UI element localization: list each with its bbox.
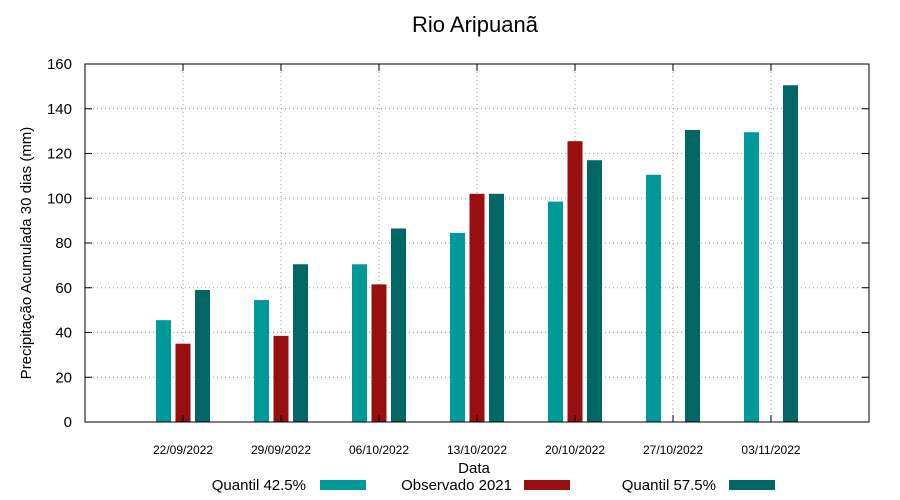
- y-axis-label: Precipitação Acumulada 30 dias (mm): [18, 127, 35, 380]
- y-tick-label: 40: [55, 325, 72, 342]
- y-tick-label: 120: [47, 146, 72, 163]
- bar: [156, 320, 171, 422]
- bar: [646, 174, 661, 422]
- x-tick-label: 22/09/2022: [153, 443, 213, 457]
- bar: [548, 201, 563, 422]
- legend: Quantil 42.5% Observado 2021 Quantil 57.5%: [212, 477, 775, 494]
- x-tick-label: 29/09/2022: [251, 443, 311, 457]
- legend-swatch: [524, 480, 570, 490]
- bar: [371, 284, 387, 422]
- y-tick-label: 80: [55, 235, 72, 252]
- chart-title: Rio Aripuanã: [412, 12, 539, 37]
- x-ticks: 22/09/2022 29/09/2022 06/10/2022 13/10/2022…: [153, 64, 801, 457]
- bar: [744, 132, 759, 422]
- bar: [391, 228, 406, 422]
- y-ticks: 0 20 40 60 80 100 120 140 160: [47, 56, 869, 431]
- bar: [293, 264, 308, 422]
- bar: [489, 193, 504, 422]
- legend-label: Quantil 42.5%: [212, 477, 306, 494]
- y-tick-label: 140: [47, 101, 72, 118]
- legend-label: Quantil 57.5%: [622, 477, 716, 494]
- y-tick-label: 60: [55, 280, 72, 297]
- bar: [450, 232, 465, 422]
- legend-label: Observado 2021: [401, 477, 512, 494]
- bar: [685, 130, 700, 422]
- x-tick-label: 27/10/2022: [643, 443, 703, 457]
- x-tick-label: 06/10/2022: [349, 443, 409, 457]
- bar: [587, 160, 602, 422]
- bar: [175, 343, 191, 422]
- x-tick-label: 20/10/2022: [545, 443, 605, 457]
- bar: [254, 300, 269, 422]
- legend-swatch: [729, 480, 775, 490]
- y-tick-label: 100: [47, 190, 72, 207]
- x-axis-label: Data: [458, 460, 490, 477]
- legend-swatch: [320, 480, 366, 490]
- bar: [567, 141, 583, 422]
- bar: [195, 289, 210, 422]
- bar: [273, 335, 289, 422]
- y-tick-label: 160: [47, 56, 72, 73]
- x-tick-label: 13/10/2022: [447, 443, 507, 457]
- y-tick-label: 0: [64, 414, 72, 431]
- x-tick-label: 03/11/2022: [741, 443, 800, 457]
- bar: [783, 85, 798, 422]
- bar: [469, 193, 485, 422]
- bar: [352, 264, 367, 422]
- bars: [156, 85, 798, 422]
- y-tick-label: 20: [55, 369, 72, 386]
